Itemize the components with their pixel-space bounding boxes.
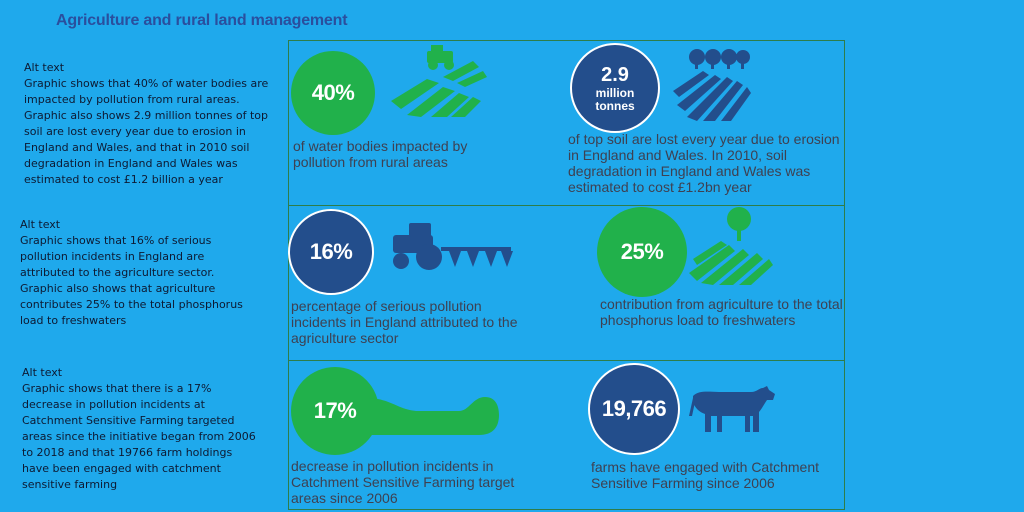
river-icon <box>369 397 499 435</box>
stat-circle-17: 17% <box>291 367 379 455</box>
stat-circle-25: 25% <box>597 207 687 297</box>
stat-text: percentage of serious pollution incident… <box>291 298 518 346</box>
tractor-field-icon <box>391 45 487 117</box>
alt-text-body: Graphic shows that 16% of serious pollut… <box>20 234 243 327</box>
stat-text: farms have engaged with Catchment Sensit… <box>591 459 820 491</box>
stat-value: 40% <box>311 80 355 105</box>
stat-text: decrease in pollution incidents in Catch… <box>291 458 515 506</box>
divider <box>289 360 844 361</box>
stat-text: contribution from agriculture to the tot… <box>600 296 843 328</box>
stat-value: 2.9 <box>601 63 629 86</box>
alt-text-body: Graphic shows that 40% of water bodies a… <box>24 77 269 186</box>
tree-field-icon <box>689 207 773 285</box>
stat-unit: million <box>595 85 635 100</box>
stat-text: of top soil are lost every year due to e… <box>568 131 840 195</box>
trees-field-icon <box>673 49 751 121</box>
stat-unit: tonnes <box>595 98 635 113</box>
tractor-plough-icon <box>393 223 513 270</box>
alt-text-heading: Alt text <box>20 218 61 231</box>
stat-circle-19766: 19,766 <box>588 363 680 455</box>
stat-value: 19,766 <box>601 396 667 421</box>
stat-circle-16: 16% <box>288 209 374 295</box>
alt-text-block-3: Alt text Graphic shows that there is a 1… <box>22 365 262 493</box>
alt-text-block-1: Alt text Graphic shows that 40% of water… <box>24 60 269 188</box>
divider <box>289 205 844 206</box>
alt-text-heading: Alt text <box>24 61 65 74</box>
stat-value: 17% <box>313 398 357 423</box>
stat-value: 25% <box>620 239 664 264</box>
alt-text-block-2: Alt text Graphic shows that 16% of serio… <box>20 217 260 329</box>
infographic-panel: 40% of water bodies impacted by pollutio… <box>288 40 845 510</box>
stat-text: of water bodies impacted by pollution fr… <box>293 138 468 170</box>
cow-icon <box>689 386 775 432</box>
page-title: Agriculture and rural land management <box>56 12 348 29</box>
stat-circle-2-9: 2.9 million tonnes <box>570 43 660 133</box>
stat-circle-40: 40% <box>291 51 375 135</box>
alt-text-body: Graphic shows that there is a 17% decrea… <box>22 382 256 491</box>
alt-text-heading: Alt text <box>22 366 63 379</box>
stat-value: 16% <box>309 239 353 264</box>
